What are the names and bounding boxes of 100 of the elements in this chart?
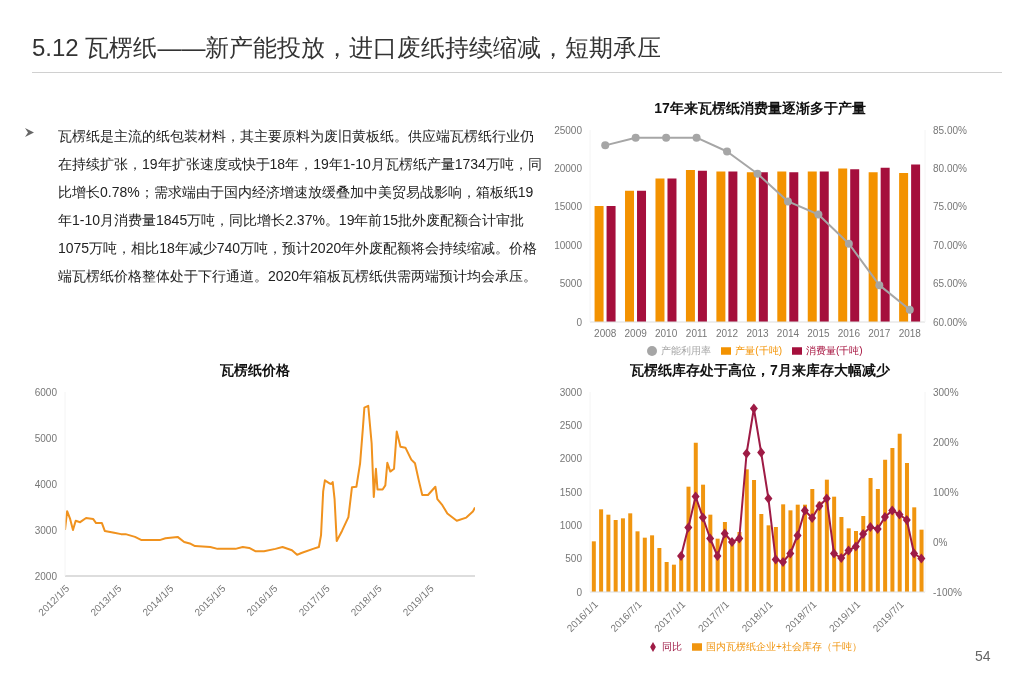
y2-tick-label: 200% xyxy=(933,436,959,448)
legend-label: 国内瓦楞纸企业+社会库存（千吨） xyxy=(706,641,862,652)
bar xyxy=(679,558,684,592)
bar xyxy=(746,172,756,322)
bar xyxy=(789,172,799,322)
point xyxy=(875,281,884,290)
bar xyxy=(701,484,706,592)
y-tick-label: 10000 xyxy=(554,239,583,251)
legend-label: 产能利用率 xyxy=(661,345,712,356)
x-tick-label: 2010 xyxy=(655,328,678,340)
point xyxy=(677,551,686,561)
bar xyxy=(655,178,665,322)
bar xyxy=(777,171,787,322)
point xyxy=(778,557,787,567)
point xyxy=(822,493,831,504)
bar xyxy=(620,518,625,592)
x-tick-label: 2014 xyxy=(776,328,800,340)
legend-label: 同比 xyxy=(662,641,683,652)
y-tick-label: 3000 xyxy=(559,386,583,398)
bar xyxy=(591,541,596,592)
chart-title: 17年来瓦楞纸消费量逐渐多于产量 xyxy=(653,100,867,118)
bar xyxy=(810,489,815,592)
bar xyxy=(685,169,695,322)
bar xyxy=(880,167,890,322)
y-tick-label: 5000 xyxy=(34,432,58,444)
x-tick-label: 2008 xyxy=(594,328,617,340)
point xyxy=(713,551,722,561)
bar xyxy=(911,164,921,322)
bar xyxy=(635,531,640,592)
bar xyxy=(664,562,669,592)
point xyxy=(786,548,795,559)
point xyxy=(873,524,882,534)
x-tick-label: 2015 xyxy=(807,328,830,340)
point xyxy=(815,501,824,511)
bar xyxy=(599,509,604,592)
x-tick-label: 2012 xyxy=(715,328,739,340)
y-tick-label: 2000 xyxy=(34,570,58,582)
point xyxy=(783,197,792,206)
point xyxy=(742,448,751,459)
point xyxy=(844,545,853,556)
point xyxy=(753,169,762,178)
y-tick-label: 1500 xyxy=(559,486,583,498)
x-tick-label: 2017 xyxy=(868,328,891,340)
bar xyxy=(728,171,738,322)
point xyxy=(631,133,640,142)
bar xyxy=(671,564,676,592)
point xyxy=(895,509,904,520)
y2-tick-label: 0% xyxy=(933,536,948,548)
y2-tick-label: 80.00% xyxy=(933,162,968,174)
bar xyxy=(657,548,662,592)
bar xyxy=(752,480,757,592)
y-tick-label: 500 xyxy=(565,553,583,565)
bar xyxy=(637,190,647,322)
point xyxy=(692,133,701,142)
y2-tick-label: 65.00% xyxy=(933,278,968,290)
bar xyxy=(613,520,618,592)
point xyxy=(706,533,715,544)
y-tick-label: 0 xyxy=(576,586,583,598)
y-tick-label: 5000 xyxy=(559,278,583,290)
bar xyxy=(781,504,786,592)
point xyxy=(720,528,729,539)
bar xyxy=(899,173,909,322)
x-tick-label: 2018 xyxy=(898,328,922,340)
bar xyxy=(606,514,611,592)
y-tick-label: 2500 xyxy=(559,419,583,431)
y-tick-label: 0 xyxy=(576,316,583,328)
y2-tick-label: 300% xyxy=(933,386,959,398)
bar xyxy=(819,171,829,322)
x-tick-label: 2013 xyxy=(746,328,770,340)
point xyxy=(808,513,817,523)
point xyxy=(691,491,700,502)
y2-tick-label: 100% xyxy=(933,486,959,498)
x-tick-label: 2016 xyxy=(837,328,861,340)
bar xyxy=(875,489,880,592)
bar xyxy=(606,206,616,322)
text: 54 xyxy=(975,648,991,664)
bar xyxy=(667,178,677,322)
bar xyxy=(650,535,655,592)
bar xyxy=(868,478,873,592)
point xyxy=(771,554,780,565)
bar xyxy=(897,433,902,592)
bar xyxy=(625,190,635,322)
point xyxy=(837,553,846,563)
y2-tick-label: 85.00% xyxy=(933,124,968,136)
point xyxy=(793,530,802,541)
y2-tick-label: -100% xyxy=(933,586,963,598)
point xyxy=(723,147,732,156)
point xyxy=(764,493,773,504)
chart-title: 瓦楞纸库存处于高位，7月来库存大幅减少 xyxy=(629,362,891,380)
line-series xyxy=(65,404,475,556)
bar xyxy=(868,172,878,322)
y-tick-label: 4000 xyxy=(34,478,58,490)
point xyxy=(844,239,853,248)
chart-title: 瓦楞纸价格 xyxy=(219,362,291,380)
point xyxy=(905,305,914,314)
y2-tick-label: 60.00% xyxy=(933,316,968,328)
y2-tick-label: 75.00% xyxy=(933,201,968,213)
bar xyxy=(594,206,604,322)
bar xyxy=(759,514,764,592)
point xyxy=(910,548,919,559)
